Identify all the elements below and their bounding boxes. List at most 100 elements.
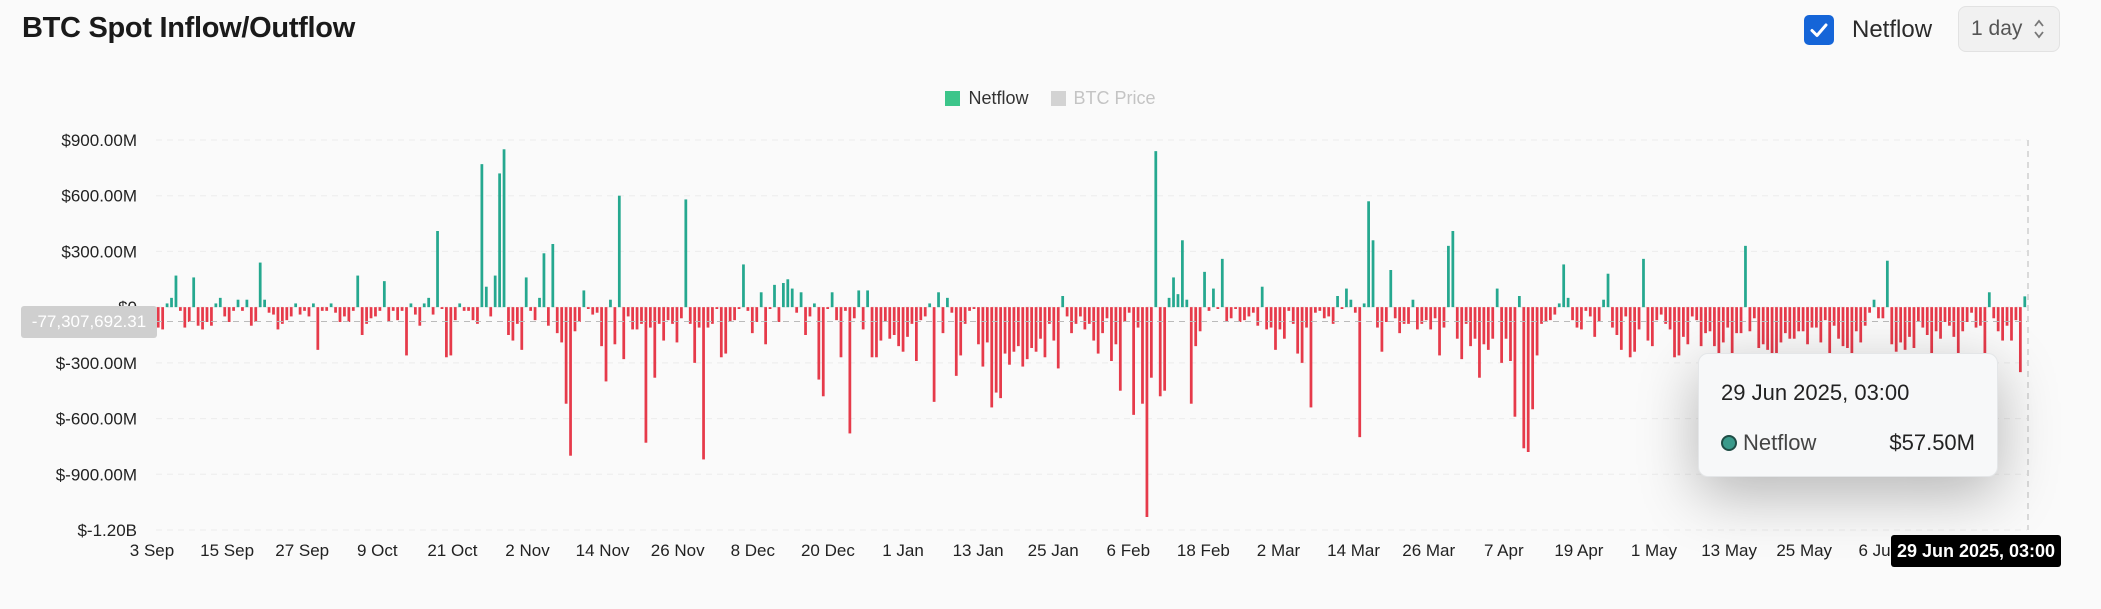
netflow-bar xyxy=(684,199,688,308)
netflow-bar xyxy=(1052,307,1056,341)
netflow-bar xyxy=(1393,307,1397,319)
netflow-bar xyxy=(1837,307,1840,339)
netflow-bar xyxy=(595,307,599,313)
netflow-bar xyxy=(1695,307,1699,321)
netflow-bar xyxy=(1114,307,1118,345)
legend-swatch-netflow xyxy=(945,91,961,106)
netflow-bar xyxy=(866,290,869,308)
netflow-bar xyxy=(161,307,165,330)
netflow-bar xyxy=(972,307,976,309)
netflow-bar xyxy=(781,283,785,308)
netflow-bar xyxy=(1234,307,1237,309)
netflow-bar xyxy=(1163,307,1167,391)
netflow-bar xyxy=(409,303,413,308)
netflow-bar xyxy=(1083,307,1087,330)
netflow-bar xyxy=(1380,307,1384,352)
interval-select[interactable]: 1 day xyxy=(1958,6,2060,52)
netflow-bar xyxy=(1176,294,1180,308)
netflow-bar xyxy=(578,307,581,322)
netflow-bar xyxy=(1664,307,1668,324)
netflow-bar xyxy=(1894,307,1898,352)
netflow-bar xyxy=(316,307,320,350)
netflow-bar xyxy=(1602,299,1605,308)
netflow-bar xyxy=(644,307,648,443)
netflow-bar xyxy=(223,307,227,317)
netflow-bar xyxy=(1637,307,1641,330)
netflow-bar xyxy=(1331,307,1335,324)
netflow-bar xyxy=(1194,307,1198,347)
netflow-bar xyxy=(985,307,989,343)
netflow-bar xyxy=(1983,307,1987,365)
netflow-bar xyxy=(591,307,595,315)
netflow-bar xyxy=(453,307,457,321)
legend-item-btc-price[interactable]: BTC Price xyxy=(1050,88,1156,109)
netflow-bar xyxy=(1859,307,1863,343)
netflow-bar xyxy=(1318,307,1322,311)
netflow-bar xyxy=(1770,307,1774,354)
netflow-bar xyxy=(870,307,874,358)
netflow-bar xyxy=(1039,307,1042,339)
netflow-bar xyxy=(1606,273,1610,308)
netflow-bar xyxy=(1189,307,1193,404)
netflow-bar xyxy=(1823,307,1827,321)
netflow-bar xyxy=(280,307,284,324)
netflow-bar xyxy=(994,307,998,393)
netflow-bar xyxy=(773,284,776,308)
legend-item-netflow[interactable]: Netflow xyxy=(945,88,1029,109)
netflow-bar xyxy=(1580,307,1583,330)
netflow-bar xyxy=(861,307,865,330)
netflow-bar xyxy=(1979,307,1982,326)
netflow-bar xyxy=(1611,307,1614,328)
netflow-bar xyxy=(1624,307,1628,317)
netflow-bar xyxy=(489,307,493,317)
netflow-bar xyxy=(1633,307,1636,352)
netflow-bar xyxy=(1500,307,1503,363)
netflow-bar xyxy=(356,275,360,308)
x-tick-label: 19 Apr xyxy=(1554,541,1603,560)
netflow-bar xyxy=(1509,307,1512,361)
legend-label-btc-price: BTC Price xyxy=(1073,88,1156,108)
netflow-bar xyxy=(657,307,661,324)
netflow-bar xyxy=(1460,307,1464,360)
netflow-bar xyxy=(1650,307,1654,347)
netflow-bar xyxy=(520,307,524,350)
netflow-bar xyxy=(267,307,271,313)
netflow-bar xyxy=(1203,271,1206,308)
netflow-bar xyxy=(1903,307,1907,350)
netflow-bar xyxy=(910,307,914,324)
netflow-bar xyxy=(1557,303,1561,308)
netflow-bar xyxy=(1956,307,1960,365)
netflow-bar xyxy=(1167,297,1171,308)
netflow-bar xyxy=(1761,307,1765,345)
netflow-bar xyxy=(1934,307,1938,332)
netflow-bar xyxy=(1948,307,1951,326)
netflow-bar xyxy=(1411,299,1415,308)
netflow-bar xyxy=(848,307,852,434)
netflow-bar xyxy=(1358,307,1362,438)
netflow-bar xyxy=(303,307,306,311)
chart-tooltip: 29 Jun 2025, 03:00 Netflow $57.50M xyxy=(1698,353,1998,477)
netflow-bar xyxy=(1593,307,1597,337)
netflow-bar xyxy=(857,290,861,308)
netflow-bar xyxy=(901,307,905,352)
x-tick-label: 14 Mar xyxy=(1327,541,1380,560)
netflow-toggle[interactable]: Netflow xyxy=(1804,15,1932,45)
netflow-bar xyxy=(1269,307,1273,328)
netflow-bar xyxy=(981,307,985,367)
netflow-bar xyxy=(338,307,342,322)
netflow-bar xyxy=(1340,307,1344,309)
netflow-bar xyxy=(1314,307,1317,313)
netflow-bar xyxy=(1048,307,1051,324)
netflow-bar xyxy=(671,307,674,324)
netflow-bar xyxy=(1438,307,1441,356)
netflow-bar xyxy=(1810,307,1814,328)
netflow-bar xyxy=(919,307,923,321)
netflow-bar xyxy=(1526,307,1530,452)
netflow-bar xyxy=(875,307,878,358)
netflow-checkbox[interactable] xyxy=(1804,15,1834,45)
netflow-bar xyxy=(702,307,705,460)
netflow-bar xyxy=(258,262,262,308)
x-tick-label: 15 Sep xyxy=(200,541,254,560)
netflow-bar xyxy=(1012,307,1016,352)
